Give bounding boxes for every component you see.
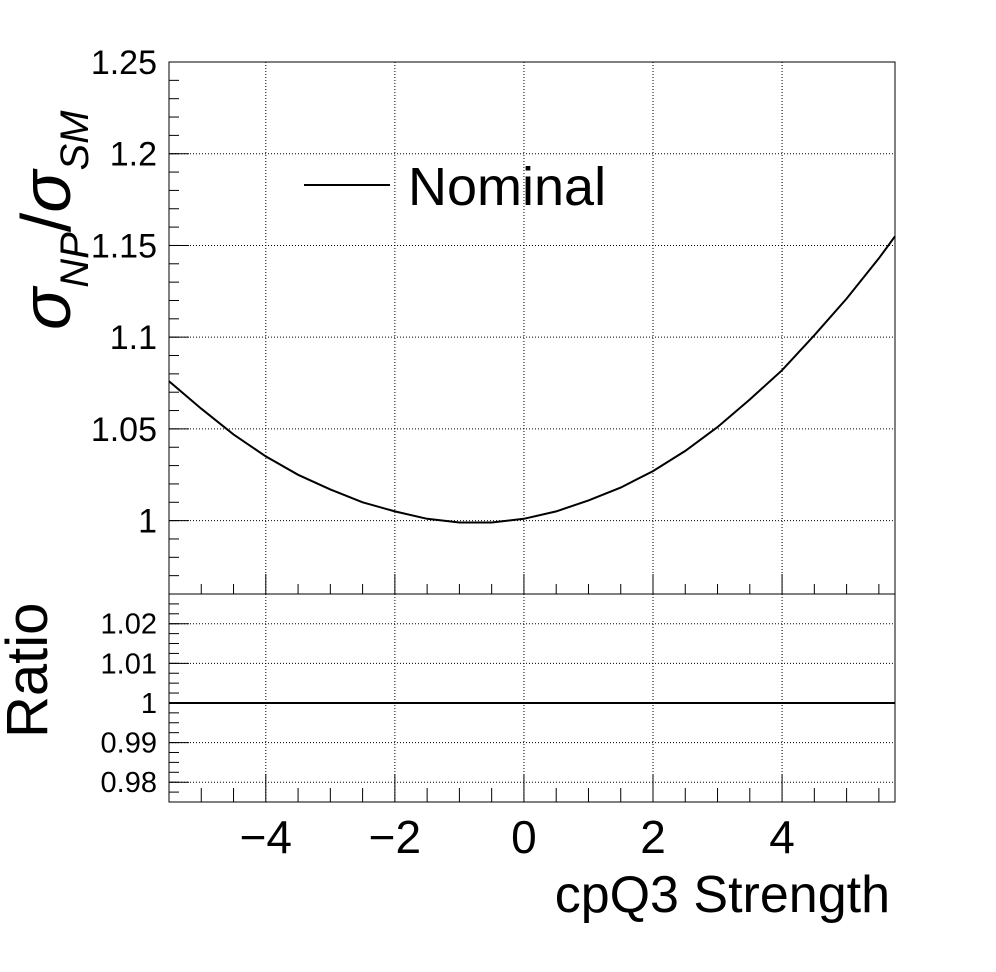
- x-axis-label: cpQ3 Strength: [555, 866, 890, 924]
- x-tick-label: −4: [240, 811, 292, 863]
- y-tick-label: 0.98: [101, 767, 157, 799]
- ratio-panel-frame: [168, 593, 896, 803]
- x-tick-label: 0: [511, 811, 537, 863]
- y-label-sub-sm: SM: [53, 110, 97, 171]
- x-tick-label: −2: [369, 811, 421, 863]
- y-tick-label: 1.01: [101, 648, 157, 680]
- top-panel-ticks: [168, 61, 880, 595]
- y-tick-label: 0.99: [101, 728, 157, 760]
- ratio-panel-y-tick-labels: 0.98 0.99 1 1.01 1.02: [101, 609, 157, 799]
- y-tick-label: 1: [138, 503, 157, 541]
- x-tick-label: 2: [640, 811, 666, 863]
- y-tick-label: 1.05: [91, 411, 157, 449]
- ratio-y-axis-label: Ratio: [0, 603, 60, 738]
- x-tick-label: 4: [769, 811, 795, 863]
- top-y-axis-label: σNP/σSM: [7, 110, 97, 330]
- y-tick-label: 1.1: [110, 319, 157, 357]
- y-tick-label: 1.15: [91, 227, 157, 265]
- series-line: [168, 235, 896, 524]
- y-label-sigma-1: σ: [7, 285, 85, 330]
- y-label-sub-np: NP: [53, 232, 97, 288]
- y-tick-label: 1.2: [110, 136, 157, 174]
- y-label-slash: /: [7, 212, 85, 232]
- y-tick-label: 1.25: [91, 44, 157, 82]
- ratio-panel-grid: [169, 594, 895, 802]
- y-tick-label: 1.02: [101, 609, 157, 641]
- legend: Nominal: [304, 157, 606, 217]
- top-panel-frame: [168, 61, 896, 595]
- top-panel-y-tick-labels: 1 1.05 1.1 1.15 1.2 1.25: [91, 44, 157, 541]
- top-panel-grid: [169, 61, 895, 594]
- ratio-panel-ticks: [168, 593, 880, 803]
- x-tick-labels: −4 −2 0 2 4: [240, 811, 795, 863]
- y-tick-label: 1: [141, 688, 157, 720]
- y-label-sigma-2: σ: [7, 168, 85, 213]
- legend-label-nominal: Nominal: [408, 157, 606, 217]
- top-panel-series: [168, 235, 896, 524]
